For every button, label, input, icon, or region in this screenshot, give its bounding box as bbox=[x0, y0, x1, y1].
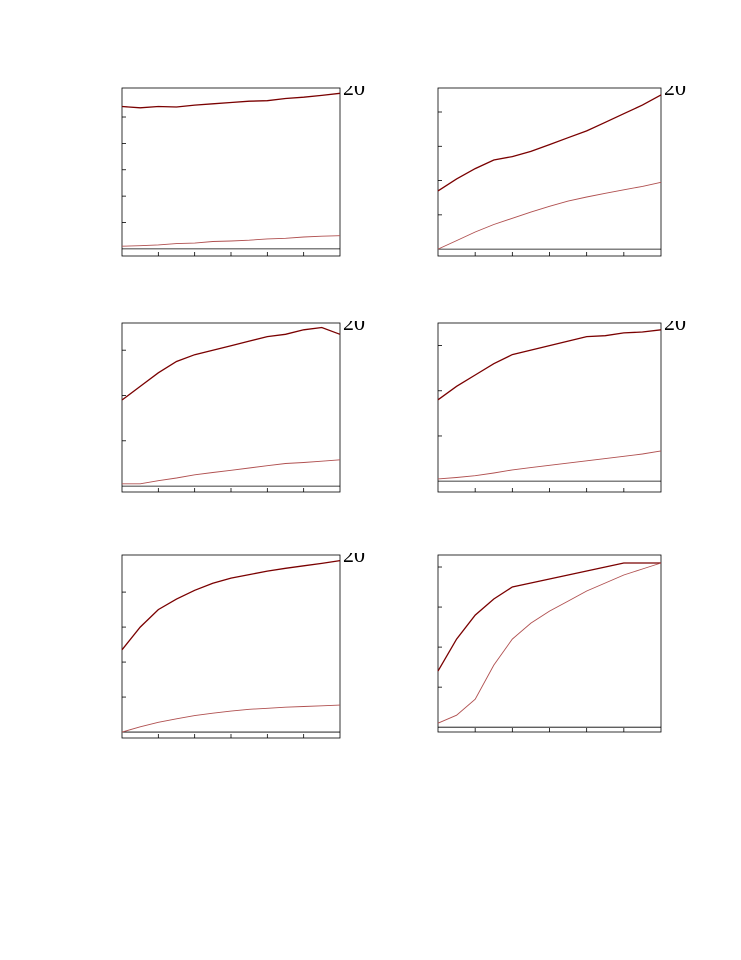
plot-frame bbox=[437, 87, 662, 257]
data-line bbox=[121, 704, 341, 733]
data-line bbox=[437, 329, 662, 401]
data-line bbox=[437, 562, 662, 724]
data-line bbox=[122, 459, 341, 485]
data-line bbox=[121, 559, 341, 651]
label-mask bbox=[340, 303, 370, 321]
data-line bbox=[437, 181, 662, 250]
plot-frame bbox=[437, 554, 662, 733]
label-mask bbox=[340, 68, 370, 86]
label-mask bbox=[661, 303, 691, 321]
label-mask bbox=[661, 68, 691, 86]
data-line bbox=[437, 94, 662, 192]
plot-frame bbox=[121, 87, 341, 257]
data-line bbox=[121, 326, 341, 401]
plot-frame bbox=[437, 322, 662, 493]
plot-frame bbox=[121, 554, 341, 739]
data-line bbox=[121, 235, 341, 247]
data-line bbox=[121, 92, 341, 109]
data-line bbox=[437, 562, 661, 672]
data-line bbox=[437, 450, 662, 480]
label-mask bbox=[340, 535, 370, 553]
plot-frame bbox=[121, 322, 341, 493]
